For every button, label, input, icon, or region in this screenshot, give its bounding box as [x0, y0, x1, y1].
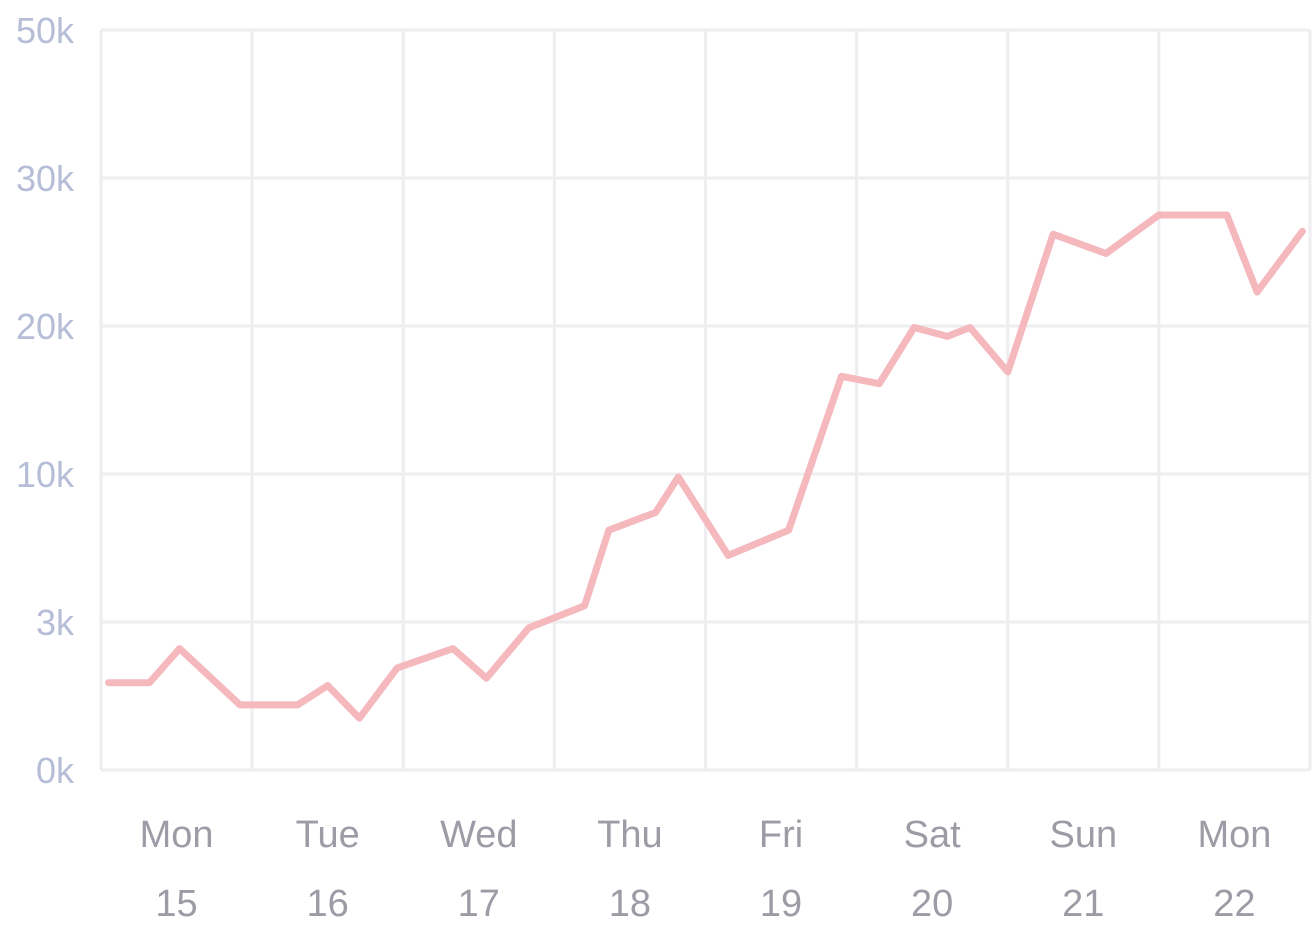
y-tick-label: 0k [36, 750, 75, 791]
x-tick-date-label: 19 [760, 883, 802, 925]
x-tick-day-label: Sat [904, 814, 961, 856]
x-tick-day-label: Fri [759, 814, 803, 856]
x-tick-date-label: 20 [911, 883, 953, 925]
x-tick-date-label: 17 [458, 883, 500, 925]
x-tick-day-label: Sun [1050, 814, 1118, 856]
series-line [105, 211, 1306, 722]
y-tick-label: 10k [16, 454, 75, 495]
y-tick-label: 50k [16, 10, 75, 51]
x-tick-day-label: Mon [140, 814, 214, 856]
grid [99, 28, 1312, 772]
x-tick-date-label: 16 [307, 883, 349, 925]
x-tick-day-label: Mon [1197, 814, 1271, 856]
x-axis-ticks: Mon 15 Tue 16 Wed 17 Thu 18 Fri 19 Sat 20 Sun 21 Mon 22 [140, 814, 1272, 925]
y-tick-label: 3k [36, 602, 75, 643]
x-tick-day-label: Wed [440, 814, 517, 856]
y-tick-label: 20k [16, 306, 75, 347]
x-tick-day-label: Tue [296, 814, 360, 856]
x-tick-date-label: 22 [1213, 883, 1255, 925]
x-tick-date-label: 21 [1062, 883, 1104, 925]
series-layer [105, 211, 1306, 722]
x-tick-day-label: Thu [597, 814, 662, 856]
x-tick-date-label: 15 [155, 883, 197, 925]
y-tick-label: 30k [16, 158, 75, 199]
x-tick-date-label: 18 [609, 883, 651, 925]
y-axis-ticks: 0k 3k 10k 20k 30k 50k [16, 10, 75, 791]
